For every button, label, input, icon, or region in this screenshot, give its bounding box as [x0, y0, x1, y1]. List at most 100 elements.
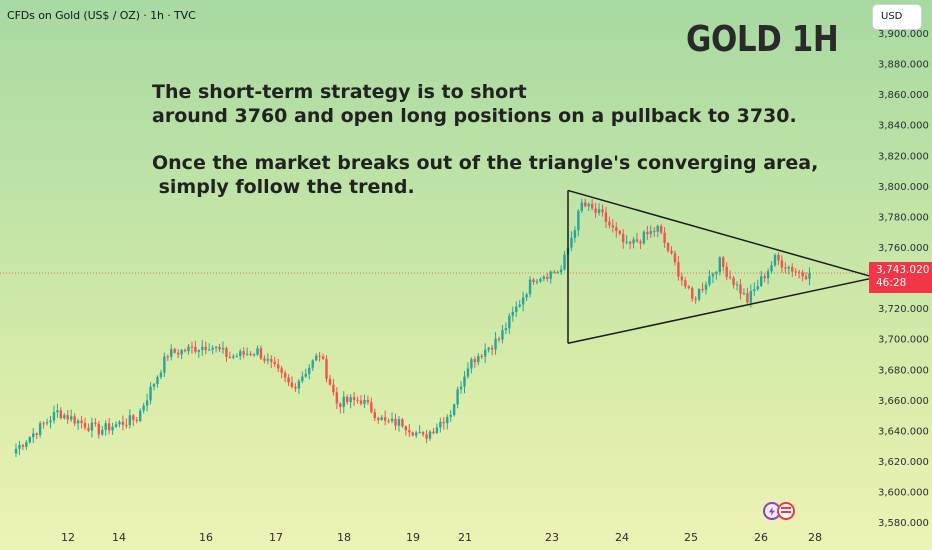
candle-body — [456, 389, 459, 405]
candle-body — [159, 372, 163, 377]
candle-body — [618, 230, 621, 234]
candle-body — [239, 351, 242, 357]
x-tick-label: 14 — [112, 531, 126, 544]
candle-body — [701, 289, 704, 291]
candle-body — [59, 410, 63, 419]
candle-body — [266, 359, 270, 361]
y-tick-label: 3,580.000 — [878, 518, 929, 529]
candle-body — [573, 230, 577, 238]
candle-body — [546, 276, 549, 279]
candle-body — [42, 423, 45, 425]
candle-body — [470, 359, 473, 369]
candle-body — [535, 281, 539, 283]
candle-body — [56, 410, 59, 413]
candle-body — [366, 399, 370, 403]
x-tick-label: 26 — [754, 531, 768, 544]
candle-body — [14, 448, 18, 454]
candle-body — [80, 420, 83, 423]
candle-body — [635, 239, 639, 242]
candle-body — [301, 376, 304, 382]
candle-body — [542, 276, 546, 280]
candle-body — [590, 203, 594, 209]
event-badges[interactable] — [763, 502, 799, 520]
candle-body — [708, 276, 711, 285]
candle-body — [101, 429, 104, 435]
candle-body — [449, 414, 452, 417]
candle-body — [252, 354, 256, 356]
candle-body — [642, 231, 646, 244]
y-tick-label: 3,660.000 — [878, 396, 929, 407]
candle-body — [70, 416, 73, 420]
candle-body — [249, 353, 252, 355]
candle-body — [283, 372, 287, 378]
candle-body — [76, 420, 80, 424]
candle-body — [97, 423, 100, 435]
us-flag-icon[interactable] — [777, 502, 795, 520]
candle-body — [245, 353, 249, 355]
candle-body — [180, 349, 183, 355]
strategy-line-2: around 3760 and open long positions on a… — [152, 105, 797, 127]
candle-body — [494, 338, 497, 350]
candle-body — [501, 330, 504, 340]
candle-body — [263, 358, 266, 361]
candle-body — [308, 367, 311, 374]
candle-body — [594, 208, 597, 213]
candle-body — [780, 260, 784, 268]
candle-body — [797, 271, 801, 273]
candle-body — [49, 420, 52, 423]
candle-body — [787, 267, 790, 269]
candle-body — [342, 396, 345, 407]
candle-body — [25, 442, 28, 447]
candle-body — [277, 364, 280, 369]
y-tick-label: 3,620.000 — [878, 457, 929, 468]
currency-button[interactable]: USD — [872, 4, 922, 30]
x-tick-label: 17 — [269, 531, 283, 544]
candle-body — [145, 400, 149, 406]
candle-body — [373, 412, 376, 419]
candle-body — [294, 387, 297, 389]
bar-countdown: 46:28 — [876, 277, 907, 289]
candle-body — [525, 294, 528, 298]
candle-body — [646, 231, 649, 235]
candle-body — [328, 378, 332, 385]
candle-body — [763, 276, 766, 279]
candle-body — [363, 399, 366, 404]
candle-body — [139, 410, 142, 422]
y-tick-label: 3,840.000 — [878, 121, 929, 132]
big-title: GOLD 1H — [686, 19, 839, 60]
candle-body — [166, 356, 169, 358]
candle-body — [221, 348, 225, 350]
candle-body — [487, 347, 490, 350]
candle-body — [194, 346, 197, 352]
candle-body — [673, 253, 677, 263]
candle-body — [321, 356, 325, 359]
candle-body — [114, 424, 118, 427]
candle-body — [314, 355, 318, 361]
candle-body — [801, 272, 804, 277]
candle-body — [104, 423, 107, 430]
candle-body — [732, 277, 735, 285]
candle-body — [256, 348, 259, 355]
candle-body — [794, 271, 797, 273]
candle-body — [466, 368, 470, 377]
candle-body — [418, 431, 421, 433]
candle-body — [628, 241, 632, 244]
symbol-title: CFDs on Gold (US$ / OZ) · 1h · TVC — [7, 9, 196, 22]
candle-body — [318, 355, 321, 357]
y-tick-label: 3,800.000 — [878, 182, 929, 193]
candle-body — [352, 397, 356, 400]
y-tick-label: 3,760.000 — [878, 243, 929, 254]
candle-body — [808, 272, 811, 279]
y-tick-label: 3,600.000 — [878, 488, 929, 499]
candle-body — [511, 311, 514, 316]
candle-body — [66, 415, 69, 420]
last-price-label: 3,743.020 46:28 — [869, 262, 932, 293]
candle-body — [214, 346, 218, 348]
candle-body — [90, 422, 94, 431]
candle-body — [118, 421, 121, 425]
y-tick-label: 3,700.000 — [878, 335, 929, 346]
x-tick-label: 21 — [458, 531, 472, 544]
candle-body — [38, 423, 42, 435]
